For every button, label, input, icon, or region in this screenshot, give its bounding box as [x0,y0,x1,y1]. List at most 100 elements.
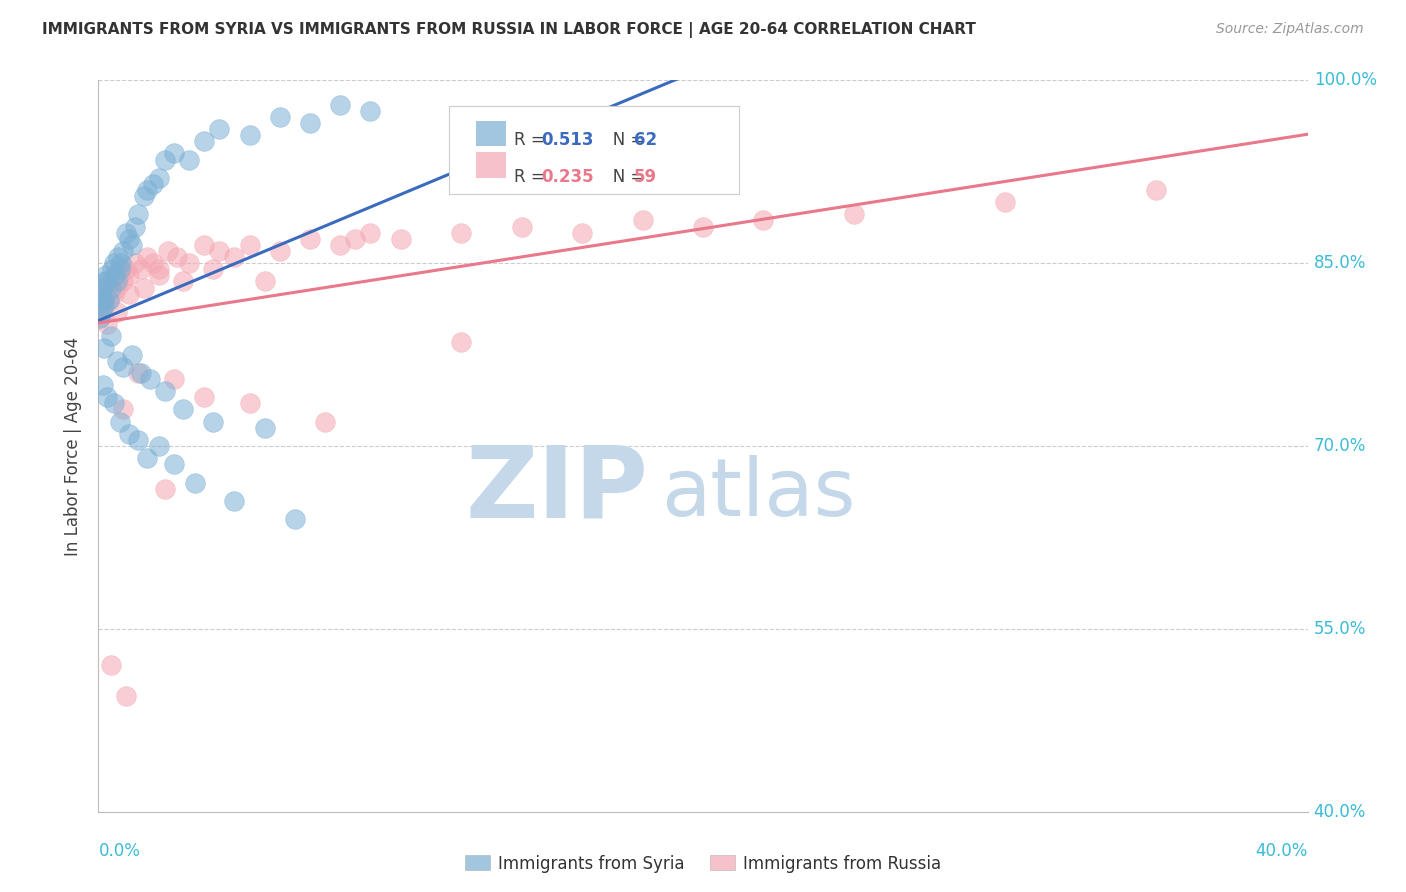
Text: 0.513: 0.513 [541,131,593,150]
Point [208,122,231,136]
Point [179,153,201,167]
Point [105,275,128,289]
Text: R =: R = [515,168,550,186]
Point [163,372,186,386]
Point [239,396,262,410]
Text: N =: N = [596,131,650,150]
Point [100,275,122,289]
Point [90,305,112,319]
Point [135,250,157,264]
Point [314,415,336,429]
Point [148,268,170,283]
Point [100,280,122,294]
Point [129,366,152,380]
Point [90,305,112,319]
Point [118,426,141,441]
Point [111,402,134,417]
Point [166,250,188,264]
Point [96,280,118,294]
Point [114,226,136,240]
Point [94,275,117,289]
Bar [475,120,506,146]
Point [202,262,225,277]
Point [100,658,122,673]
Point [360,103,382,118]
Point [156,244,179,258]
Point [299,116,322,130]
Point [360,226,382,240]
Point [89,311,111,326]
Point [121,348,143,362]
Point [148,262,170,277]
Point [172,275,194,289]
Text: 40.0%: 40.0% [1256,842,1308,860]
Point [118,286,141,301]
Point [94,268,117,283]
Point [105,353,128,368]
Point [224,250,246,264]
Point [163,146,186,161]
Point [299,232,322,246]
Point [96,317,118,331]
Point [96,390,118,404]
Point [114,689,136,703]
Legend: Immigrants from Syria, Immigrants from Russia: Immigrants from Syria, Immigrants from R… [458,848,948,880]
Point [153,384,176,399]
Point [172,402,194,417]
Point [844,207,866,221]
Point [90,286,112,301]
Point [101,262,124,277]
Point [193,237,215,252]
Point [121,237,143,252]
Point [142,256,165,270]
Point [329,97,352,112]
Point [344,232,367,246]
Point [139,372,162,386]
Text: 100.0%: 100.0% [1313,71,1376,89]
Point [253,421,276,435]
Point [105,280,128,294]
Text: 62: 62 [634,131,657,150]
Point [105,305,128,319]
Point [93,293,115,307]
Point [104,268,127,283]
Point [179,256,201,270]
Point [98,293,121,307]
Point [208,244,231,258]
Bar [475,152,506,178]
Point [96,275,118,289]
Point [103,286,125,301]
Point [111,275,134,289]
Point [631,213,654,227]
Point [269,244,291,258]
Point [108,268,131,283]
Point [135,451,157,466]
Point [752,213,775,227]
Text: 59: 59 [634,168,657,186]
Point [110,256,132,270]
Text: ZIP: ZIP [465,442,648,539]
Point [153,153,176,167]
Point [571,226,593,240]
Text: atlas: atlas [661,455,855,533]
Point [118,268,141,283]
Point [202,415,225,429]
Point [153,482,176,496]
Point [450,335,472,350]
Point [127,366,149,380]
Point [93,299,115,313]
Point [103,256,125,270]
Point [111,244,134,258]
Text: 55.0%: 55.0% [1313,620,1367,638]
Text: 0.235: 0.235 [541,168,593,186]
Point [253,275,276,289]
Point [224,494,246,508]
Point [450,226,472,240]
Point [135,183,157,197]
Point [108,415,131,429]
Point [91,299,114,313]
Point [239,237,262,252]
Point [118,232,141,246]
Point [284,512,307,526]
Point [163,458,186,472]
